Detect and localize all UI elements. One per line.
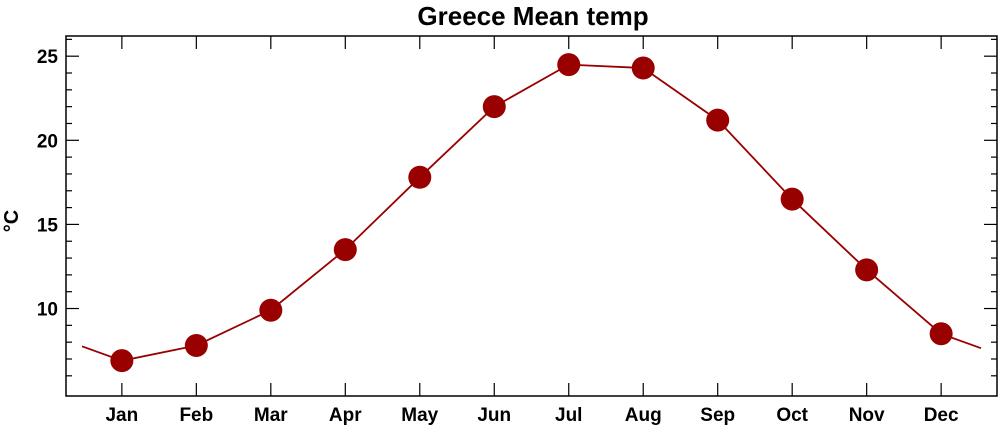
x-tick-label: Jun bbox=[477, 405, 511, 426]
x-tick-label: Dec bbox=[924, 405, 959, 426]
data-point-nov bbox=[855, 258, 879, 282]
data-point-may bbox=[408, 165, 432, 189]
series-layer bbox=[81, 53, 982, 373]
x-tick-label: Apr bbox=[329, 405, 362, 426]
data-point-sep bbox=[706, 108, 730, 132]
data-point-jun bbox=[482, 95, 506, 119]
chart-title: Greece Mean temp bbox=[417, 1, 648, 31]
data-point-oct bbox=[780, 187, 804, 211]
data-point-feb bbox=[184, 334, 208, 358]
ticks-layer: 10 15 20 25 Jan Feb Mar Apr May Jun Jul Aug Sep Oct No… bbox=[37, 36, 997, 426]
x-tick-label: Nov bbox=[849, 405, 885, 426]
x-tick-label: Sep bbox=[700, 405, 735, 426]
x-tick-label: Jul bbox=[555, 405, 582, 426]
x-tick-label: Mar bbox=[254, 405, 288, 426]
data-point-jan bbox=[110, 349, 134, 373]
data-point-jul bbox=[557, 53, 581, 77]
x-tick-label: Jan bbox=[105, 405, 138, 426]
y-tick-label: 20 bbox=[37, 131, 58, 152]
plot-frame bbox=[65, 35, 998, 397]
x-tick-label: May bbox=[401, 405, 438, 426]
y-tick-label: 10 bbox=[37, 300, 58, 321]
x-tick-label: Aug bbox=[625, 405, 662, 426]
series-line bbox=[81, 63, 982, 362]
y-axis-label: °C bbox=[1, 210, 23, 232]
data-point-dec bbox=[929, 322, 953, 346]
y-tick-label: 25 bbox=[37, 47, 59, 68]
x-tick-label: Feb bbox=[179, 405, 213, 426]
data-point-aug bbox=[631, 56, 655, 80]
x-tick-label: Oct bbox=[776, 405, 808, 426]
y-tick-label: 15 bbox=[37, 215, 59, 236]
data-point-mar bbox=[259, 298, 283, 322]
data-point-apr bbox=[333, 238, 357, 262]
